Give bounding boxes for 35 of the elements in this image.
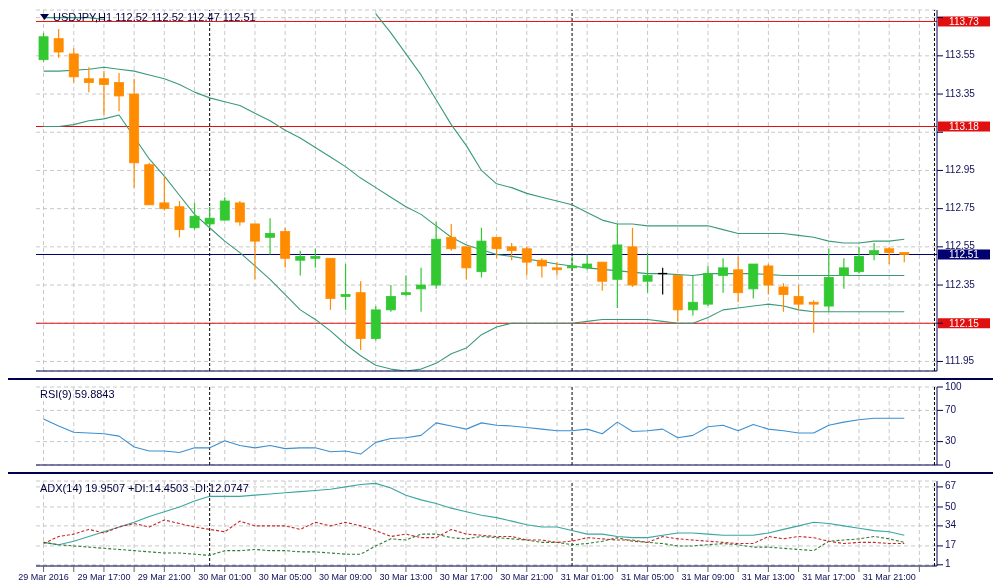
y-tick-label: 70 — [945, 403, 957, 415]
x-tick-label: 30 Mar 21:00 — [500, 572, 554, 581]
x-tick-label: 31 Mar 05:00 — [621, 572, 675, 581]
x-tick-label: 31 Mar 21:00 — [862, 572, 916, 581]
x-tick-label: 31 Mar 01:00 — [560, 572, 614, 581]
y-tick-label: 30 — [945, 435, 957, 447]
y-tick-label: 113.55 — [945, 49, 976, 61]
y-tick-label: 1 — [945, 558, 951, 570]
x-tick-label: 30 Mar 13:00 — [379, 572, 433, 581]
x-tick-label: 30 Mar 05:00 — [258, 572, 312, 581]
x-tick-label: 29 Mar 17:00 — [77, 572, 131, 581]
y-tick-label: 50 — [945, 500, 957, 512]
x-tick-label: 31 Mar 13:00 — [741, 572, 795, 581]
y-tick-label: 112.75 — [945, 202, 976, 214]
y-tick-label: 100 — [945, 380, 963, 392]
y-tick-label: 113.35 — [945, 87, 976, 99]
y-tick-label: 17 — [945, 539, 957, 551]
y-tick-label: 34 — [945, 519, 957, 531]
chart-title: ADX(14) 19.9507 +DI:14.4503 -DI:12.0747 — [40, 482, 249, 494]
y-tick-label: 112.35 — [945, 278, 976, 290]
ref-line-label: 113.18 — [949, 121, 980, 133]
y-tick-label: 112.95 — [945, 163, 976, 175]
x-tick-label: 29 Mar 2016 — [18, 572, 69, 581]
chart-title: RSI(9) 59.8843 — [40, 388, 115, 400]
x-tick-label: 30 Mar 01:00 — [198, 572, 252, 581]
x-tick-label: 31 Mar 09:00 — [681, 572, 735, 581]
x-tick-label: 30 Mar 09:00 — [319, 572, 373, 581]
y-tick-label: 0 — [945, 458, 951, 470]
ref-line-label: 112.15 — [949, 317, 980, 329]
x-tick-label: 29 Mar 21:00 — [137, 572, 191, 581]
y-tick-label: 67 — [945, 480, 957, 492]
x-tick-label: 30 Mar 17:00 — [439, 572, 493, 581]
ref-line-label: 113.73 — [949, 15, 980, 27]
y-tick-label: 111.95 — [945, 355, 975, 366]
x-tick-label: 31 Mar 17:00 — [802, 572, 856, 581]
